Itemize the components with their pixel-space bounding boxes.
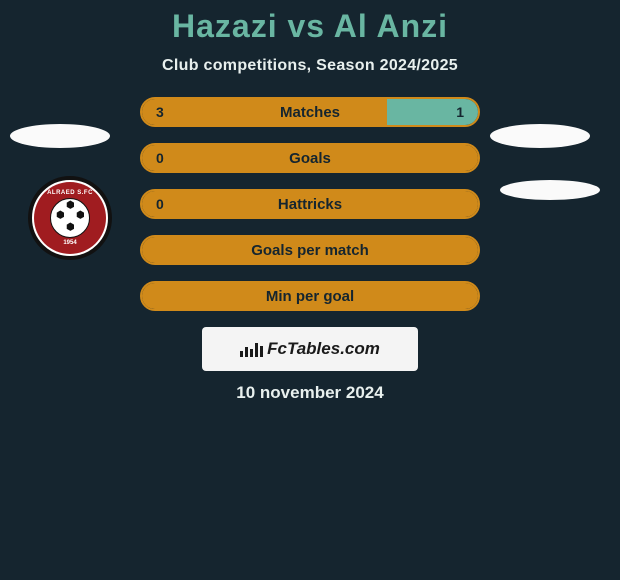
decorative-ellipse <box>500 180 600 200</box>
stat-label: Matches <box>280 104 340 121</box>
club-badge-ball-icon: ⬢ ⬢ ⬢ ⬢ <box>50 198 90 238</box>
club-badge-inner: ALRAED S.FC ⬢ ⬢ ⬢ ⬢ 1954 <box>34 182 106 254</box>
bar-chart-icon <box>240 341 263 357</box>
stat-row: Goals 0 <box>140 143 480 173</box>
stat-value-left: 0 <box>156 150 164 166</box>
source-attribution-text: FcTables.com <box>267 339 380 359</box>
stat-row: Goals per match <box>140 235 480 265</box>
club-badge-left: ALRAED S.FC ⬢ ⬢ ⬢ ⬢ 1954 <box>28 176 112 260</box>
snapshot-date: 10 november 2024 <box>0 383 620 403</box>
stat-label: Goals <box>289 150 331 167</box>
stat-row: Hattricks 0 <box>140 189 480 219</box>
stat-value-left: 3 <box>156 104 164 120</box>
stat-fill-right <box>387 99 478 125</box>
decorative-ellipse <box>490 124 590 148</box>
stat-value-left: 0 <box>156 196 164 212</box>
title-player-left: Hazazi <box>172 8 278 44</box>
stat-label: Min per goal <box>266 288 354 305</box>
page-title: Hazazi vs Al Anzi <box>0 8 620 45</box>
stat-label: Goals per match <box>251 242 369 259</box>
stat-row: Matches 3 1 <box>140 97 480 127</box>
title-player-right: Al Anzi <box>334 8 448 44</box>
stat-row: Min per goal <box>140 281 480 311</box>
club-badge-year: 1954 <box>63 240 76 246</box>
stat-fill-left <box>142 99 387 125</box>
subtitle: Club competitions, Season 2024/2025 <box>0 57 620 75</box>
title-vs: vs <box>287 8 325 44</box>
stat-value-right: 1 <box>456 104 464 120</box>
club-badge-name: ALRAED S.FC <box>47 190 93 196</box>
source-attribution-box: FcTables.com <box>202 327 418 371</box>
comparison-card: Hazazi vs Al Anzi Club competitions, Sea… <box>0 0 620 580</box>
stat-label: Hattricks <box>278 196 342 213</box>
decorative-ellipse <box>10 124 110 148</box>
